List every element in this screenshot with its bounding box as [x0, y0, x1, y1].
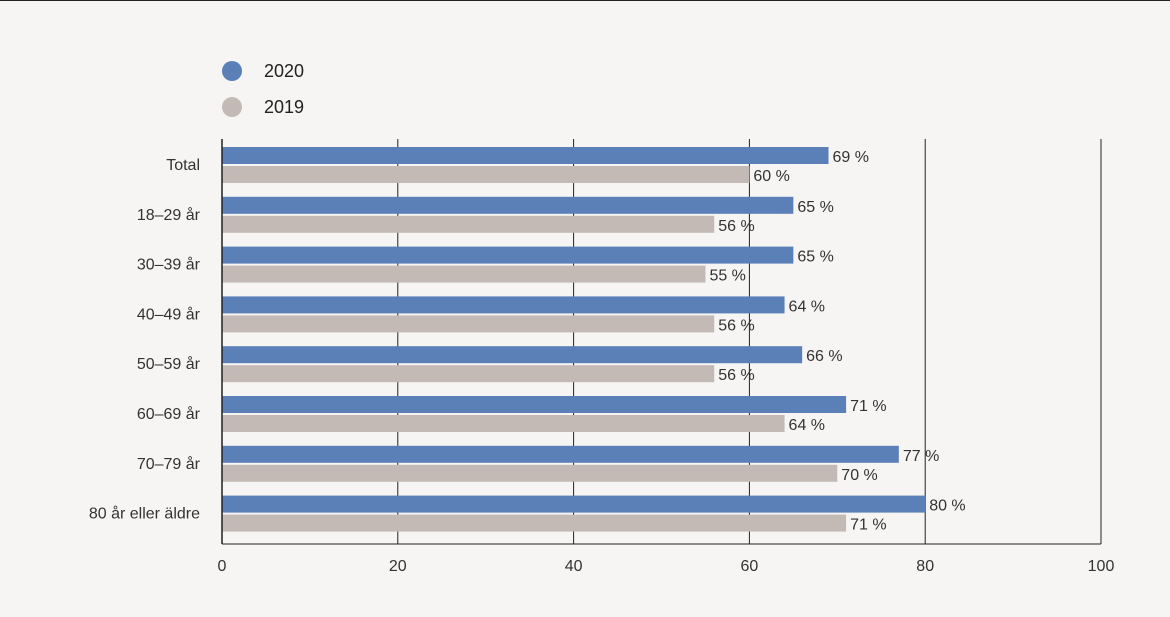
data-label-2019-2: 55 %: [709, 268, 745, 285]
bar-2019-3: [222, 315, 715, 333]
data-label-2020-6: 77 %: [903, 448, 939, 465]
bar-2020-4: [222, 346, 803, 364]
x-tick-label-100: 100: [1088, 558, 1115, 575]
data-label-2019-0: 60 %: [753, 168, 789, 185]
bar-2020-2: [222, 246, 794, 264]
category-label-4: 50–59 år: [137, 355, 201, 373]
data-label-2020-1: 65 %: [797, 199, 833, 216]
bar-2019-1: [222, 215, 715, 233]
data-label-2019-6: 70 %: [841, 467, 877, 484]
category-label-3: 40–49 år: [137, 305, 201, 323]
bar-2019-7: [222, 514, 847, 532]
category-label-5: 60–69 år: [137, 405, 201, 423]
legend-swatch-2019: [222, 97, 242, 117]
category-label-0: Total: [166, 157, 200, 174]
bar-2020-3: [222, 296, 785, 314]
bar-2019-0: [222, 166, 750, 183]
legend-label-2019: 2019: [264, 96, 305, 117]
x-tick-label-0: 0: [218, 558, 227, 575]
x-tick-label-60: 60: [741, 558, 759, 575]
legend-item-2019: 2019: [222, 89, 304, 125]
data-label-2020-2: 65 %: [797, 249, 833, 266]
category-label-2: 30–39 år: [137, 256, 201, 274]
data-label-2019-1: 56 %: [718, 218, 754, 235]
bar-2020-1: [222, 196, 794, 214]
data-label-2019-4: 56 %: [718, 367, 754, 384]
legend: 2020 2019: [222, 53, 304, 125]
bar-2020-7: [222, 495, 926, 513]
bar-2020-5: [222, 396, 847, 413]
bar-2019-4: [222, 365, 715, 383]
data-label-2020-4: 66 %: [806, 348, 842, 365]
data-label-2020-0: 69 %: [833, 149, 869, 166]
bar-2019-5: [222, 415, 785, 432]
x-tick-label-80: 80: [916, 558, 934, 575]
bar-2019-6: [222, 464, 838, 482]
category-label-6: 70–79 år: [137, 455, 201, 473]
data-label-2020-7: 80 %: [929, 498, 965, 515]
x-tick-label-40: 40: [565, 558, 583, 575]
legend-item-2020: 2020: [222, 53, 304, 89]
legend-swatch-2020: [222, 61, 242, 81]
data-label-2019-5: 64 %: [789, 417, 825, 434]
data-label-2019-3: 56 %: [718, 317, 754, 334]
data-label-2020-3: 64 %: [789, 298, 825, 315]
data-label-2020-5: 71 %: [850, 398, 886, 415]
x-tick-label-20: 20: [389, 558, 407, 575]
bar-2019-2: [222, 265, 706, 283]
bar-2020-0: [222, 147, 829, 164]
data-label-2019-7: 71 %: [850, 517, 886, 534]
category-label-1: 18–29 år: [137, 206, 201, 224]
category-label-7: 80 år eller äldre: [89, 505, 200, 523]
legend-label-2020: 2020: [264, 60, 305, 81]
bar-2020-6: [222, 445, 899, 463]
